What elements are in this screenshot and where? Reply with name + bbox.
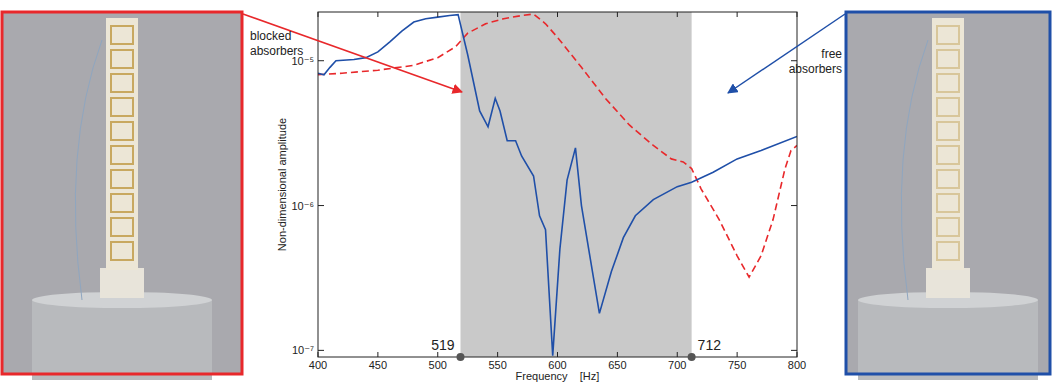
photo-tower	[932, 18, 964, 270]
y-tick	[318, 60, 324, 61]
series-line	[318, 14, 797, 277]
photo-absorber	[937, 218, 959, 236]
photo-absorber	[937, 50, 959, 68]
x-tick-label: 550	[488, 359, 506, 371]
photo-absorber	[937, 122, 959, 140]
annotation-arrow	[728, 14, 845, 93]
photo-wire	[75, 40, 102, 300]
photo-base	[32, 300, 212, 380]
plot-frame	[318, 12, 797, 357]
annotation: freeabsorbers	[789, 47, 843, 76]
y-tick	[318, 205, 324, 206]
photo-absorber	[111, 194, 133, 212]
band-edge	[688, 353, 696, 361]
x-tick	[797, 12, 798, 17]
x-tick-label: 700	[668, 359, 686, 371]
photo-absorber	[111, 26, 133, 44]
y-axis-label: Non-dimensional amplitude	[276, 118, 288, 251]
x-tick	[797, 352, 798, 357]
x-tick	[617, 12, 618, 17]
y-tick	[318, 350, 324, 351]
annotation-line: blocked	[250, 29, 291, 43]
x-tick	[677, 12, 678, 17]
x-tick-label: 450	[369, 359, 387, 371]
photo	[846, 12, 1050, 380]
x-tick	[617, 352, 618, 357]
photo-absorber	[937, 74, 959, 92]
annotation: blockedabsorbers	[250, 29, 303, 58]
x-tick	[318, 352, 319, 357]
photo-absorber	[937, 194, 959, 212]
annotation-line: absorbers	[789, 62, 842, 76]
x-tick	[377, 352, 378, 357]
lines	[318, 14, 797, 356]
x-tick-label: 650	[608, 359, 626, 371]
photo-absorber	[111, 122, 133, 140]
x-tick	[497, 12, 498, 17]
photo-clamp	[926, 268, 970, 298]
band-label: 712	[698, 337, 722, 353]
x-tick	[677, 352, 678, 357]
photo-absorber	[111, 50, 133, 68]
photo-clamp	[100, 268, 144, 298]
photo-frame	[2, 12, 242, 374]
photo-absorber	[111, 170, 133, 188]
y-tick	[791, 205, 797, 206]
photo-absorber	[937, 170, 959, 188]
y-tick-label: 10⁻⁷	[292, 344, 314, 356]
x-axis-label: Frequency [Hz]	[516, 370, 600, 382]
photo-wire	[901, 40, 928, 300]
x-tick-label: 400	[309, 359, 327, 371]
annotation-line: free	[821, 47, 842, 61]
photo-absorber	[937, 98, 959, 116]
photo-absorber	[937, 146, 959, 164]
x-tick	[737, 352, 738, 357]
photo-absorber	[937, 242, 959, 260]
band	[461, 12, 692, 357]
photo	[2, 12, 242, 380]
photo-absorber	[937, 26, 959, 44]
x-tick	[497, 352, 498, 357]
x-tick-label: 750	[728, 359, 746, 371]
photo-absorber	[111, 98, 133, 116]
x-tick-label: 800	[788, 359, 806, 371]
photo-frame	[846, 12, 1050, 374]
x-tick	[557, 352, 558, 357]
chart: 40045050055060065070075080010⁻⁷10⁻⁶10⁻⁵5…	[0, 0, 1052, 382]
y-tick-label: 10⁻⁶	[291, 200, 314, 212]
y-tick	[791, 350, 797, 351]
annotation-line: absorbers	[250, 44, 303, 58]
photo-absorber	[111, 242, 133, 260]
annotation-arrow	[243, 14, 462, 92]
x-tick	[737, 12, 738, 17]
band-edge	[457, 353, 465, 361]
band-label: 519	[431, 337, 455, 353]
x-tick	[557, 12, 558, 17]
photo-absorber	[111, 146, 133, 164]
photo-base	[858, 300, 1038, 380]
x-tick	[318, 12, 319, 17]
photo-tower	[106, 18, 138, 270]
x-tick-label: 500	[429, 359, 447, 371]
photo-absorber	[111, 218, 133, 236]
x-tick	[377, 12, 378, 17]
x-tick	[437, 12, 438, 17]
photo-absorber	[111, 74, 133, 92]
